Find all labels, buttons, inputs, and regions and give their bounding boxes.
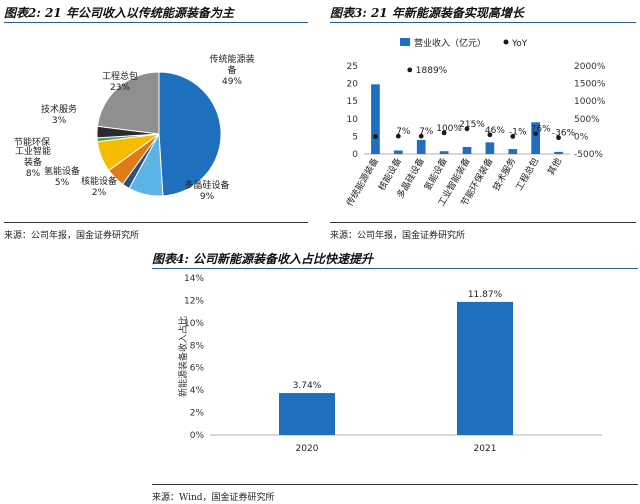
y-tick: 14% bbox=[184, 274, 204, 284]
pie-slice-label: 核能设备 bbox=[81, 175, 117, 187]
legend-marker-yoy bbox=[503, 39, 509, 45]
pie-slice-label: 节能环保 bbox=[14, 136, 50, 148]
bar-revenue bbox=[462, 146, 472, 154]
figure3-bar-chart: 营业收入（亿元） YoY 0 5 10 15 20 25 -500% 0% 500% 1000% 150… bbox=[344, 37, 606, 209]
x-tick-label: 2020 bbox=[296, 444, 319, 454]
yoy-label: 7% bbox=[419, 127, 434, 137]
yoy-point bbox=[441, 130, 447, 136]
figure2-title-rule bbox=[4, 22, 308, 23]
y-tick: 0% bbox=[190, 431, 205, 441]
pie-slice-percent: 49% bbox=[222, 77, 242, 87]
pie-slice bbox=[158, 71, 222, 197]
yoy-label: 46% bbox=[485, 126, 505, 136]
yoy-point bbox=[487, 132, 493, 138]
pie-slice-percent: 9% bbox=[200, 192, 215, 202]
y-tick-right: 1000% bbox=[574, 97, 606, 107]
y-tick-right: 500% bbox=[574, 115, 600, 125]
yoy-point bbox=[418, 133, 424, 139]
bar-value-label: 3.74% bbox=[293, 381, 322, 391]
legend-label-revenue: 营业收入（亿元） bbox=[414, 37, 486, 49]
figure3-title-rule bbox=[330, 22, 636, 23]
yoy-point bbox=[395, 133, 401, 139]
figure3-source: 来源：公司年报，国金证券研究所 bbox=[330, 231, 466, 241]
bar-revenue bbox=[531, 122, 541, 154]
bar-revenue bbox=[508, 149, 518, 154]
pie-slice-percent: 2% bbox=[92, 188, 107, 198]
y-tick-left: 0 bbox=[352, 150, 358, 160]
y-tick-left: 5 bbox=[352, 132, 358, 142]
y-tick-left: 15 bbox=[347, 97, 358, 107]
figure3-title: 图表3: 21 年新能源装备实现高增长 bbox=[330, 6, 524, 20]
figure4-source: 来源：Wind，国金证券研究所 bbox=[152, 493, 275, 503]
pie-slice-percent: 5% bbox=[55, 178, 70, 188]
pie-slice-label: 装备 bbox=[24, 156, 42, 168]
y-tick-left: 10 bbox=[347, 115, 359, 125]
pie-slice-percent: 23% bbox=[110, 83, 130, 93]
x-tick-label: 2021 bbox=[474, 444, 497, 454]
yoy-label: 76% bbox=[531, 125, 551, 135]
bar-revenue bbox=[439, 151, 449, 154]
yoy-point bbox=[373, 134, 378, 139]
yoy-label: 215% bbox=[459, 120, 485, 130]
bar-revenue bbox=[371, 84, 380, 154]
yoy-point bbox=[556, 135, 561, 141]
yoy-label: 7% bbox=[396, 127, 411, 137]
pie-slice-label: 多晶硅设备 bbox=[184, 179, 229, 191]
legend-label-yoy: YoY bbox=[511, 39, 528, 49]
figure4-title: 图表4: 公司新能源装备收入占比快速提升 bbox=[152, 252, 373, 266]
pie-slice-percent: 3% bbox=[52, 116, 67, 126]
figure4-bar-chart: 0% 2% 4% 6% 8% 10% 12% 14% 新能源装备收入占比 3.74% 2020 11.… bbox=[177, 274, 602, 454]
bar-revenue bbox=[416, 139, 426, 154]
x-tick-label: 传统能源装备 bbox=[344, 156, 381, 209]
yoy-label: -36% bbox=[552, 129, 576, 139]
y-tick: 8% bbox=[190, 341, 205, 351]
yoy-label: 100% bbox=[436, 124, 462, 134]
y-tick-right: 0% bbox=[574, 132, 589, 142]
pie-slice-label: 工业智能 bbox=[15, 145, 51, 157]
y-tick-left: 25 bbox=[347, 62, 358, 72]
pie-slice bbox=[96, 71, 160, 135]
pie-slice-label: 工程总包 bbox=[102, 70, 138, 82]
yoy-label-outlier: 1889% bbox=[416, 66, 448, 76]
pie-slice-label: 传统能源装 bbox=[209, 53, 254, 65]
bar-revenue bbox=[554, 151, 563, 154]
y-tick-left: 20 bbox=[347, 80, 359, 90]
bar-value-label: 11.87% bbox=[468, 290, 503, 300]
figure2-source-rule bbox=[4, 222, 308, 223]
x-tick-label: 其他 bbox=[545, 155, 564, 177]
yoy-point bbox=[533, 131, 539, 137]
y-tick-right: -500% bbox=[574, 150, 603, 160]
figure2-source: 来源：公司年报，国金证券研究所 bbox=[4, 231, 140, 241]
bar bbox=[457, 301, 513, 435]
pie-slice-percent: 8% bbox=[26, 169, 41, 179]
y-tick: 4% bbox=[190, 386, 205, 396]
figure3-source-rule bbox=[330, 222, 636, 223]
yoy-point-outlier bbox=[407, 67, 413, 73]
pie-slice-label: 氢能设备 bbox=[44, 165, 80, 177]
yoy-label: -1% bbox=[509, 127, 527, 137]
y-tick: 10% bbox=[184, 319, 204, 329]
y-tick: 2% bbox=[190, 409, 205, 419]
y-axis-label: 新能源装备收入占比 bbox=[177, 316, 189, 397]
pie-slice-label: 备 bbox=[227, 64, 236, 76]
figure4-title-rule bbox=[152, 268, 638, 269]
bar-revenue bbox=[393, 150, 403, 154]
yoy-point bbox=[464, 126, 470, 132]
y-tick: 12% bbox=[184, 296, 204, 306]
bar-revenue bbox=[485, 142, 495, 154]
legend-swatch-revenue bbox=[400, 38, 410, 46]
yoy-point bbox=[510, 134, 516, 139]
y-tick-right: 1500% bbox=[574, 80, 606, 90]
figure2-title: 图表2: 21 年公司收入以传统能源装备为主 bbox=[4, 6, 234, 20]
y-tick-right: 2000% bbox=[574, 62, 606, 72]
figure4-source-rule bbox=[152, 484, 638, 485]
y-tick: 6% bbox=[190, 364, 205, 374]
bar bbox=[279, 393, 335, 435]
pie-slice-label: 技术服务 bbox=[41, 103, 77, 115]
